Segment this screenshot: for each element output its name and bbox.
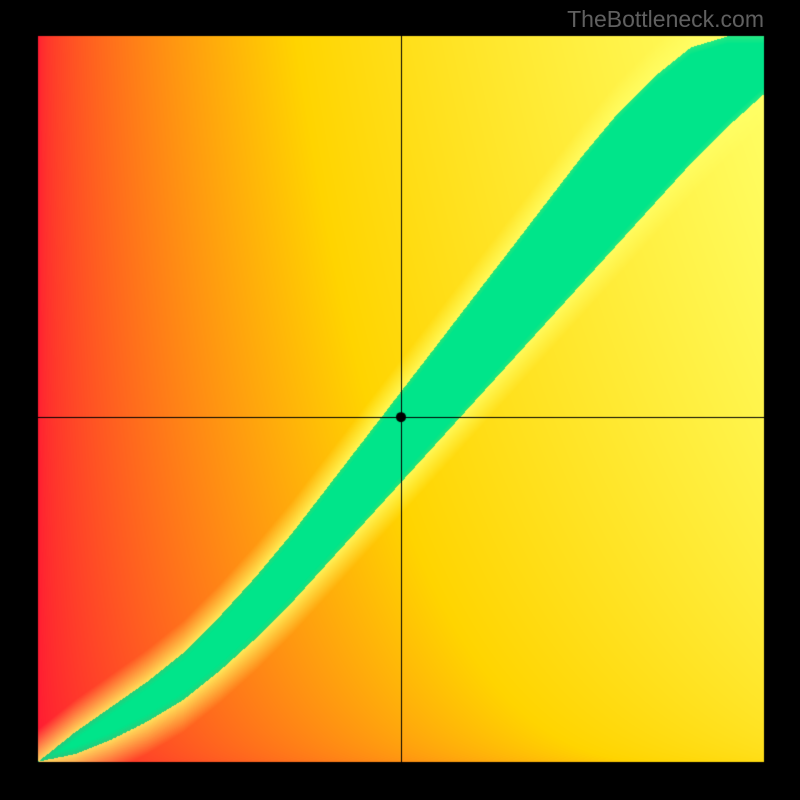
watermark-text: TheBottleneck.com (567, 6, 764, 33)
bottleneck-heatmap (0, 0, 800, 800)
